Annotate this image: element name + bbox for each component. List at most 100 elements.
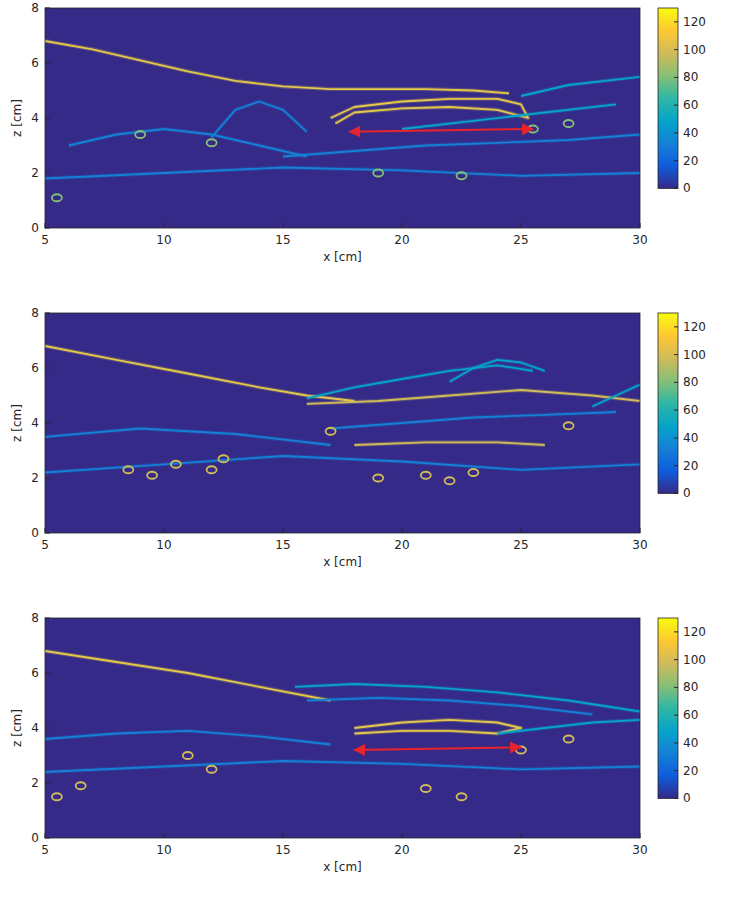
- y-tick: [45, 618, 50, 619]
- bubble: [52, 793, 62, 800]
- bubble: [421, 785, 431, 792]
- colorbar-tick: [674, 132, 678, 133]
- bubble: [207, 766, 217, 773]
- streak: [497, 720, 640, 734]
- y-tick-label: 6: [31, 56, 39, 70]
- streak: [45, 168, 640, 179]
- colorbar-tick: [674, 687, 678, 688]
- bubble: [52, 194, 62, 201]
- streak: [45, 731, 331, 745]
- colorbar-tick: [674, 631, 678, 632]
- x-tick-label: 15: [275, 233, 290, 247]
- y-tick: [45, 173, 50, 174]
- colorbar-tick: [674, 105, 678, 106]
- colorbar-tick: [674, 77, 678, 78]
- colorbar-tick-label: 80: [683, 70, 698, 84]
- y-tick-label: 0: [31, 831, 39, 845]
- streak: [69, 129, 307, 157]
- colorbar-tick-label: 120: [683, 625, 706, 639]
- bubble: [147, 472, 157, 479]
- y-tick-label: 4: [31, 416, 39, 430]
- streak-glow: [402, 104, 616, 129]
- x-tick-label: 20: [394, 843, 409, 857]
- y-tick: [45, 368, 50, 369]
- y-tick: [45, 838, 50, 839]
- colorbar-tick-label: 40: [683, 126, 698, 140]
- streak: [45, 429, 331, 446]
- marks: [45, 41, 640, 201]
- colorbar-tick-label: 20: [683, 459, 698, 473]
- y-axis-title: z [cm]: [10, 404, 24, 442]
- colorbar-tick-label: 20: [683, 764, 698, 778]
- streak: [45, 41, 509, 93]
- y-tick-label: 4: [31, 111, 39, 125]
- streak: [521, 77, 640, 96]
- x-tick: [164, 223, 165, 228]
- plot-frame: [45, 8, 640, 228]
- x-tick-label: 10: [156, 538, 171, 552]
- streak-glow: [450, 360, 545, 382]
- y-tick-label: 8: [31, 611, 39, 625]
- x-tick-label: 30: [632, 233, 647, 247]
- streak: [283, 135, 640, 157]
- marks: [45, 651, 640, 800]
- y-tick-label: 2: [31, 166, 39, 180]
- streak: [45, 456, 640, 473]
- bubble: [183, 752, 193, 759]
- streak-glow: [45, 761, 640, 772]
- y-tick-label: 4: [31, 721, 39, 735]
- x-tick-label: 10: [156, 233, 171, 247]
- arrow: [350, 129, 533, 132]
- colorbar-tick: [674, 49, 678, 50]
- x-tick: [45, 223, 46, 228]
- bubble: [219, 455, 229, 462]
- y-tick-label: 8: [31, 1, 39, 15]
- y-tick-label: 8: [31, 306, 39, 320]
- bubble: [564, 736, 574, 743]
- plot-frame: [45, 618, 640, 838]
- x-tick-label: 5: [41, 538, 49, 552]
- y-axis-title: z [cm]: [10, 709, 24, 747]
- x-tick: [521, 833, 522, 838]
- streak: [45, 346, 354, 401]
- streak-glow: [69, 129, 307, 157]
- x-tick-label: 15: [275, 843, 290, 857]
- x-axis-title: x [cm]: [323, 250, 362, 264]
- streak-glow: [45, 41, 509, 93]
- y-tick: [45, 478, 50, 479]
- colorbar-tick-label: 100: [683, 43, 706, 57]
- streak: [331, 412, 617, 429]
- colorbar-tick: [674, 160, 678, 161]
- streak: [45, 651, 331, 701]
- colorbar-tick-label: 60: [683, 403, 698, 417]
- plot-background: [45, 618, 640, 838]
- colorbar-tick: [674, 798, 678, 799]
- bubble: [373, 170, 383, 177]
- streak: [307, 698, 593, 715]
- bubble: [457, 793, 467, 800]
- bubble: [76, 782, 86, 789]
- streak-glow: [521, 77, 640, 96]
- colorbar-tick: [674, 493, 678, 494]
- streak-glow: [45, 651, 331, 701]
- marks: [45, 346, 640, 484]
- bubble: [171, 461, 181, 468]
- colorbar-tick: [674, 770, 678, 771]
- colorbar-tick-label: 0: [683, 181, 691, 195]
- x-axis-title: x [cm]: [323, 860, 362, 874]
- streak-glow: [45, 346, 354, 401]
- streak-glow: [45, 429, 331, 446]
- colorbar: [658, 8, 678, 188]
- y-tick: [45, 728, 50, 729]
- colorbar: [658, 313, 678, 493]
- streak: [450, 360, 545, 382]
- y-tick: [45, 8, 50, 9]
- colorbar-tick-label: 60: [683, 708, 698, 722]
- x-tick: [283, 833, 284, 838]
- colorbar-tick: [674, 659, 678, 660]
- x-tick: [402, 528, 403, 533]
- streak-glow: [45, 168, 640, 179]
- y-tick: [45, 533, 50, 534]
- x-tick-label: 30: [632, 843, 647, 857]
- x-tick-label: 30: [632, 538, 647, 552]
